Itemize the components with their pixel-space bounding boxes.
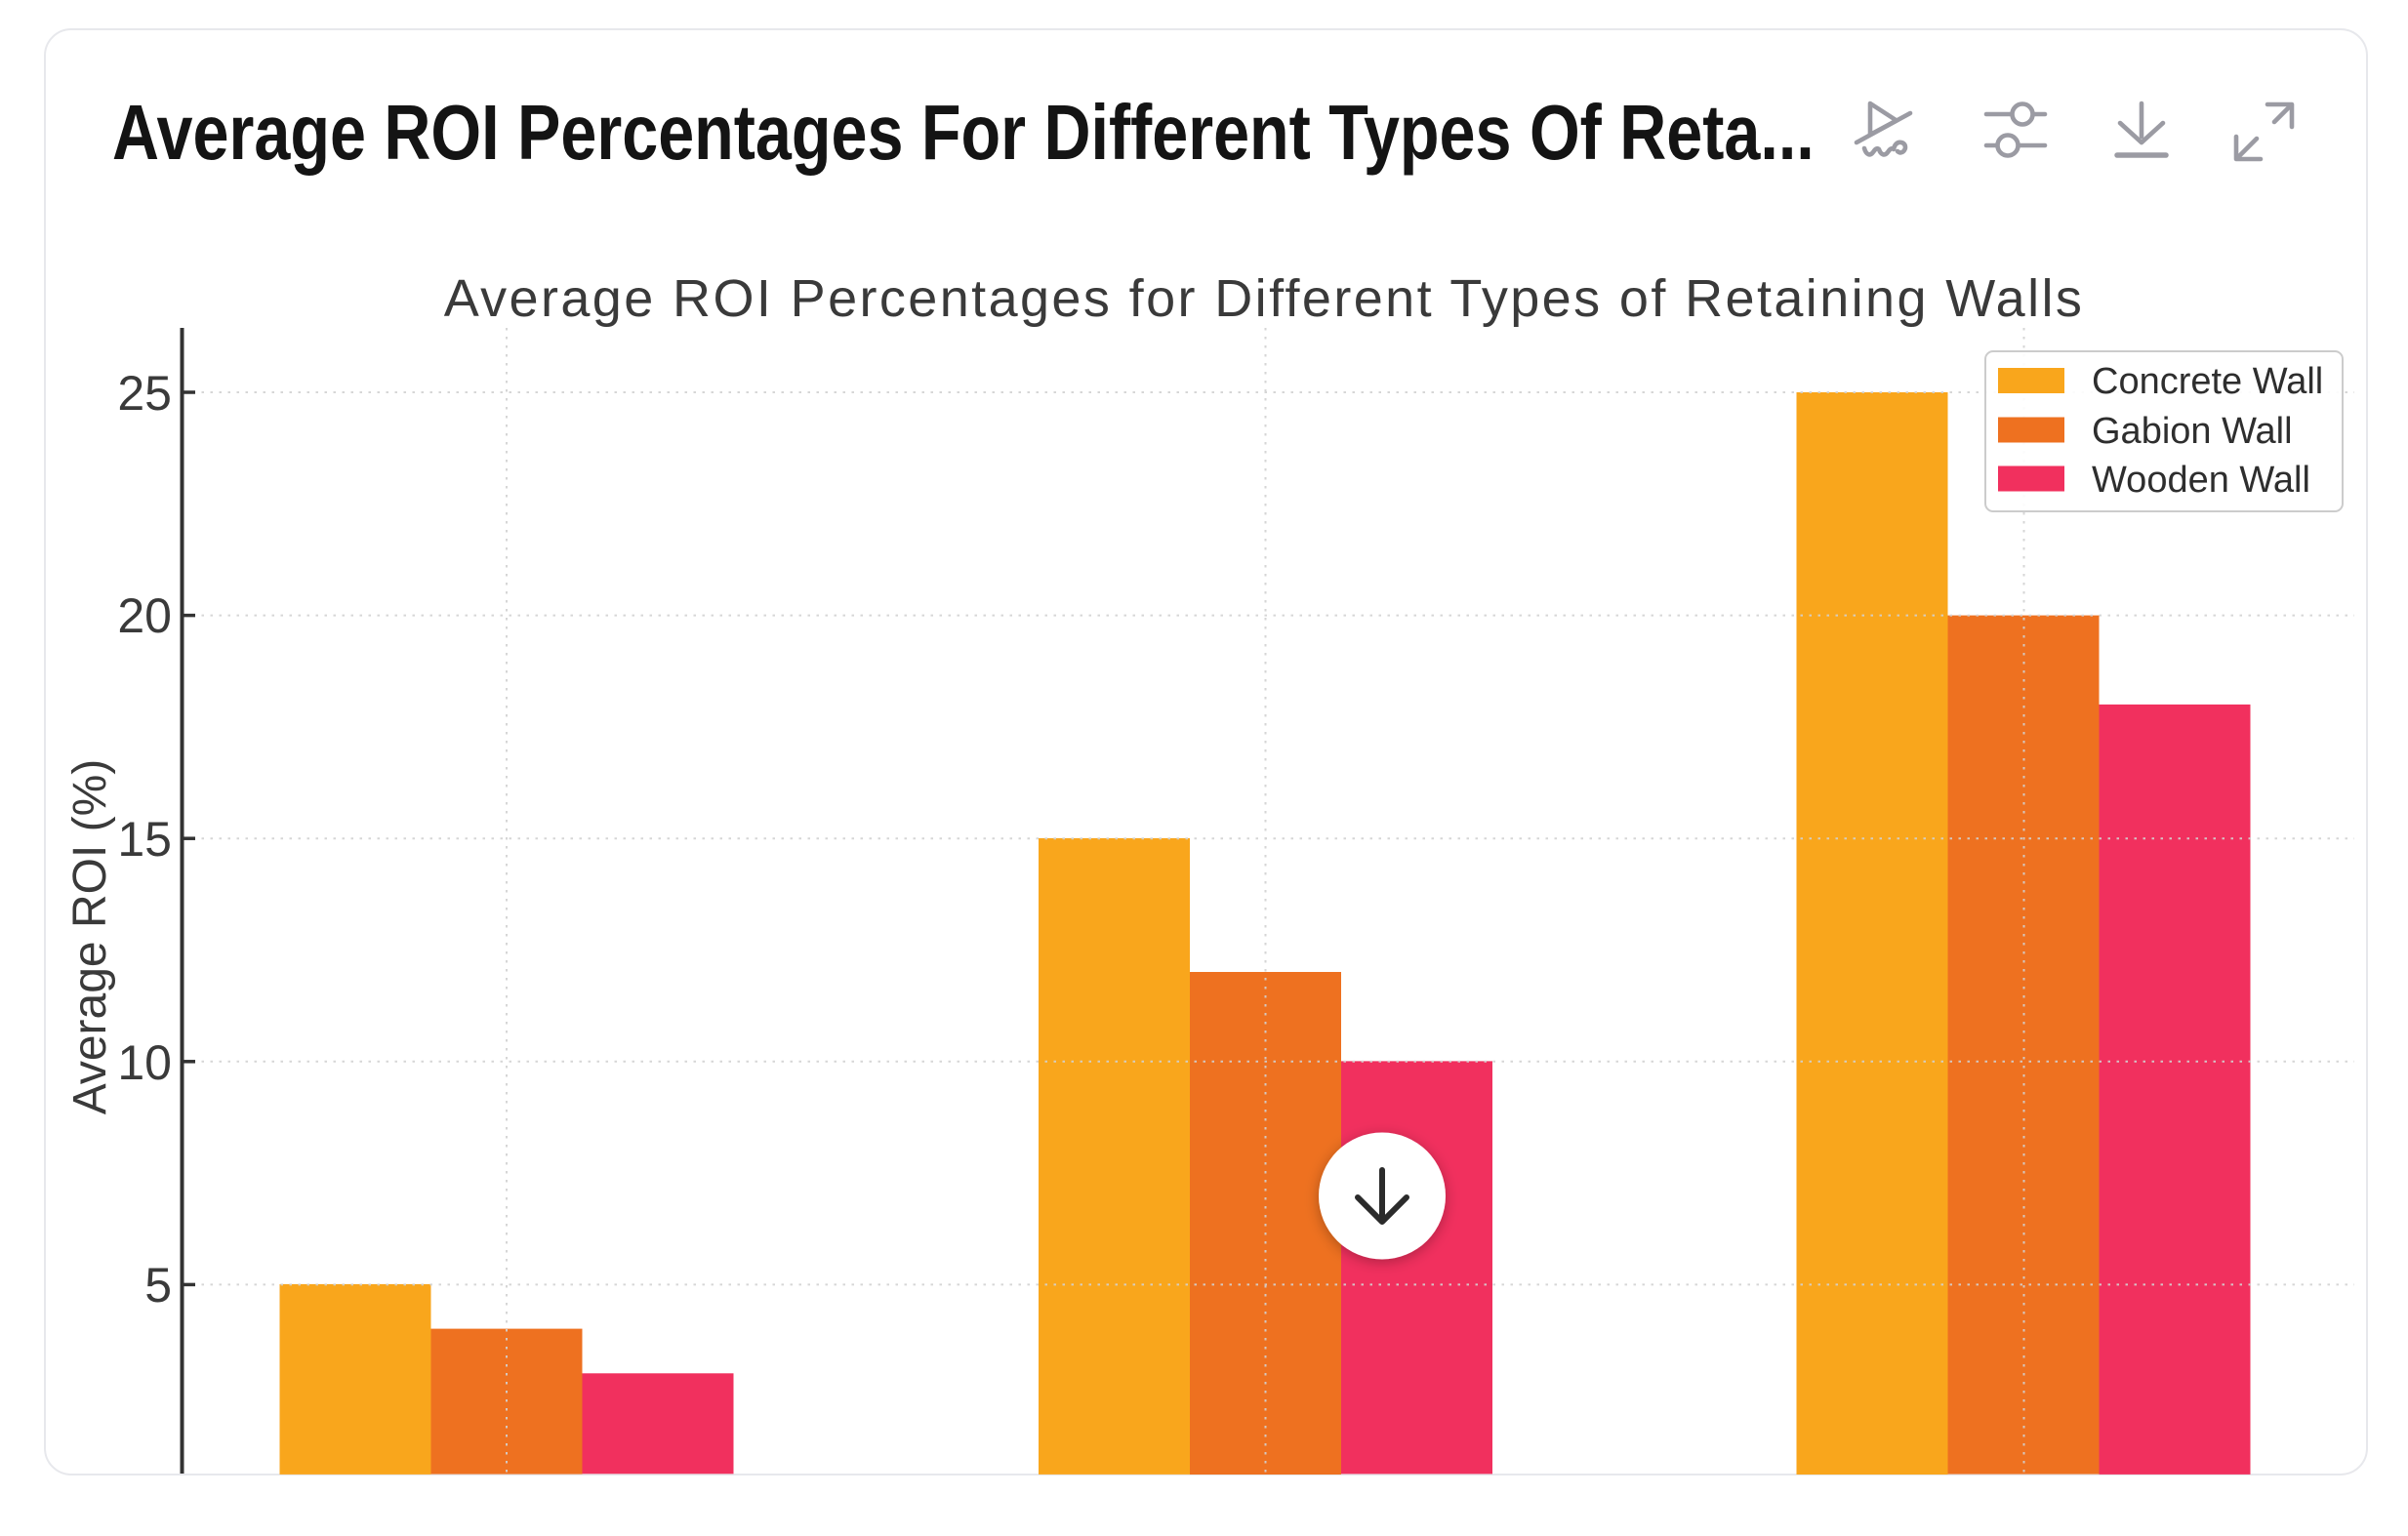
svg-text:Average ROI Percentages for Di: Average ROI Percentages for Different Ty… [444,269,2085,328]
svg-text:15: 15 [117,812,172,867]
svg-text:5: 5 [144,1258,172,1313]
svg-text:10: 10 [117,1035,172,1090]
svg-text:Wooden Wall: Wooden Wall [2092,460,2310,501]
svg-text:Average ROI (%): Average ROI (%) [64,759,116,1115]
svg-text:Gabion Wall: Gabion Wall [2092,411,2293,452]
svg-text:25: 25 [117,366,172,421]
svg-text:20: 20 [117,588,172,643]
svg-text:Concrete Wall: Concrete Wall [2092,361,2323,402]
